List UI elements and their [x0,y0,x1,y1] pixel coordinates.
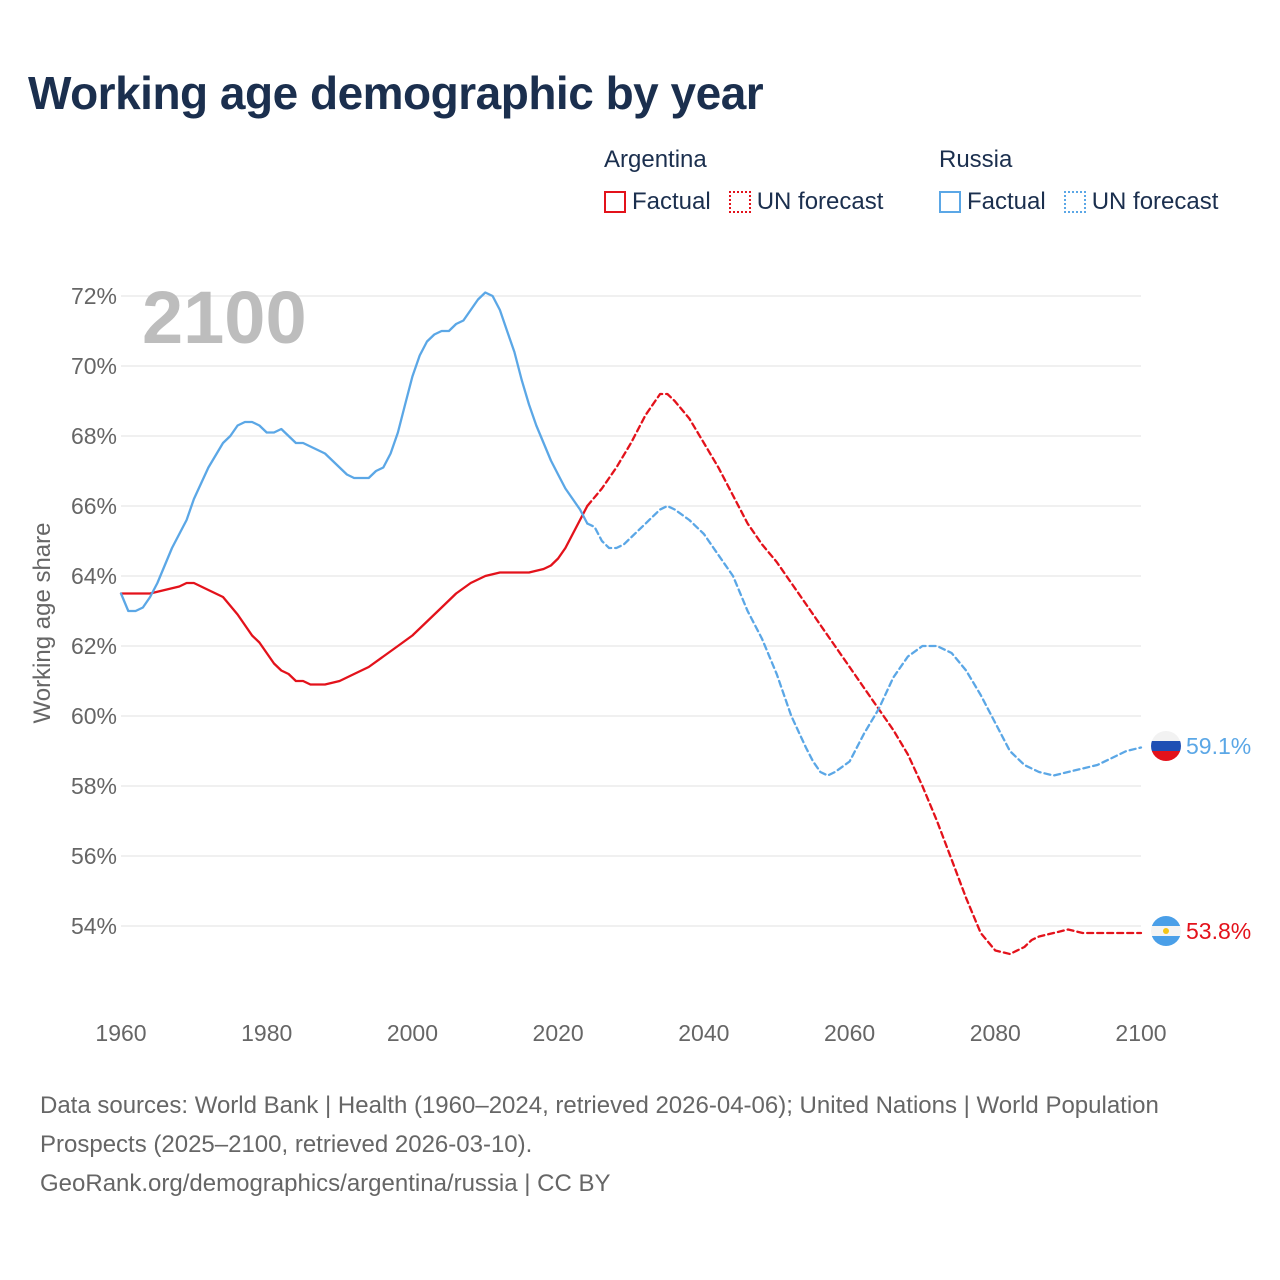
argentina-end-label: 53.8% [1186,918,1251,944]
legend-label-argentina-forecast: UN forecast [756,188,884,215]
russia-flag-icon [1151,731,1181,761]
y-tick-label: 66% [71,493,117,519]
x-tick-label: 1960 [95,1020,146,1046]
legend-country-argentina: Argentina [604,146,707,173]
legend-swatch-russia-factual [939,191,961,213]
series-lines [119,291,1143,956]
x-tick-label: 2100 [1115,1020,1166,1046]
x-tick-label: 2020 [533,1020,584,1046]
y-tick-label: 72% [71,283,117,309]
x-tick-label: 2060 [824,1020,875,1046]
x-tick-label: 1980 [241,1020,292,1046]
x-tick-label: 2040 [678,1020,729,1046]
y-axis-label: Working age share [29,523,56,724]
legend-swatch-russia-forecast [1063,191,1086,213]
series-russia-un-forecast [586,504,1143,777]
series-russia-factual [119,291,589,613]
y-tick-label: 70% [71,353,117,379]
year-watermark: 2100 [142,276,307,359]
series-argentina-un-forecast [586,392,1143,956]
legend-swatch-argentina-factual [604,191,626,213]
y-tick-label: 58% [71,773,117,799]
series-argentina-factual [119,504,589,686]
legend-item-argentina-factual[interactable]: Factual [604,188,711,216]
line-chart: 2100 54% 56% 58% 60% 62% 64% 66% 68% 70% 72% 1960… [29,276,1251,1046]
argentina-flag-icon [1151,916,1181,946]
footer-credit: GeoRank.org/demographics/argentina/russi… [40,1170,611,1197]
y-tick-label: 60% [71,703,117,729]
legend-country-russia: Russia [939,146,1013,173]
footer-sources: Data sources: World Bank | Health (1960–… [40,1092,1159,1158]
x-axis-ticks: 1960 1980 2000 2020 2040 2060 2080 2100 [95,1020,1166,1046]
y-tick-label: 64% [71,563,117,589]
y-axis-ticks: 54% 56% 58% 60% 62% 64% 66% 68% 70% 72% [71,283,117,939]
legend-label-russia-forecast: UN forecast [1091,188,1219,215]
y-tick-label: 68% [71,423,117,449]
footer: Data sources: World Bank | Health (1960–… [40,1086,1160,1203]
legend-label-russia-factual: Factual [967,188,1046,215]
legend-group-argentina: Argentina Factual UN forecast [604,146,901,216]
y-tick-label: 54% [71,913,117,939]
russia-end-label: 59.1% [1186,733,1251,759]
gridlines [121,295,1141,927]
legend-item-argentina-forecast[interactable]: UN forecast [728,188,884,216]
y-tick-label: 56% [71,843,117,869]
legend-item-russia-forecast[interactable]: UN forecast [1063,188,1219,216]
legend-swatch-argentina-forecast [728,191,751,213]
chart-title: Working age demographic by year [28,67,764,119]
legend-group-russia: Russia Factual UN forecast [939,146,1218,216]
legend-item-russia-factual[interactable]: Factual [939,188,1046,216]
y-tick-label: 62% [71,633,117,659]
x-tick-label: 2080 [970,1020,1021,1046]
x-tick-label: 2000 [387,1020,438,1046]
legend-label-argentina-factual: Factual [632,188,711,215]
